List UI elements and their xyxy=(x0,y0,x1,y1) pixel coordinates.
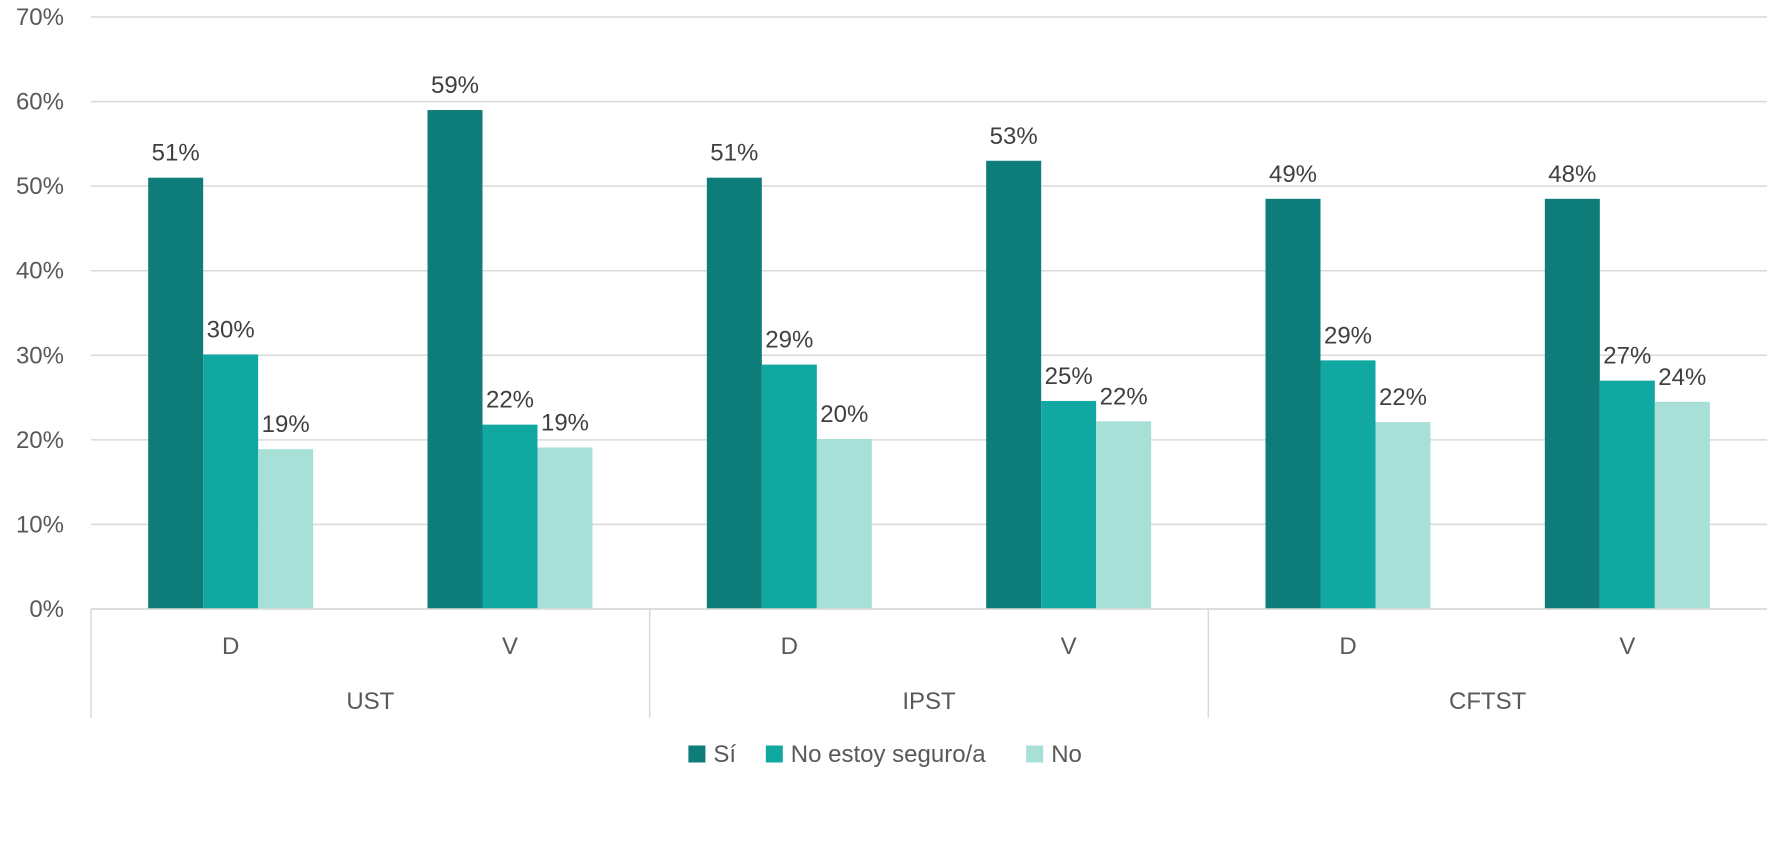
y-tick-label: 0% xyxy=(29,596,64,623)
data-label: 29% xyxy=(765,327,813,354)
data-label: 53% xyxy=(990,123,1038,150)
x-subcategory-label: D xyxy=(1339,633,1356,660)
x-group-label: CFTST xyxy=(1449,688,1527,715)
x-axis: D V UST D V IPST D V CFTST xyxy=(90,608,1767,718)
legend-label-no-estoy-seguro-a: No estoy seguro/a xyxy=(791,741,986,768)
x-group-label: UST xyxy=(346,688,394,715)
bar-no-ust-d xyxy=(258,449,314,609)
legend-swatch-s xyxy=(688,745,706,763)
data-label: 19% xyxy=(541,409,589,436)
bar-s--ust-d xyxy=(148,177,204,609)
x-group-label: IPST xyxy=(902,688,956,715)
y-tick-label: 40% xyxy=(16,258,64,285)
y-tick-label: 20% xyxy=(16,427,64,454)
data-label: 19% xyxy=(262,411,310,438)
bar-s--cftst-d xyxy=(1265,198,1321,610)
x-subcategory-label: V xyxy=(1619,633,1635,660)
x-subcategory-label: D xyxy=(222,633,239,660)
data-label: 49% xyxy=(1269,161,1317,188)
legend-label-no: No xyxy=(1051,741,1082,768)
data-label: 59% xyxy=(431,72,479,99)
data-label: 25% xyxy=(1045,363,1093,390)
bar-no-estoy-seguro-a-ipst-v xyxy=(1041,400,1097,609)
bar-no-ipst-d xyxy=(816,439,872,609)
data-label: 48% xyxy=(1548,161,1596,188)
bar-no-estoy-seguro-a-cftst-d xyxy=(1320,360,1376,609)
legend-label-s: Sí xyxy=(713,741,736,768)
bar-s--cftst-v xyxy=(1544,198,1600,610)
data-label: 22% xyxy=(1379,384,1427,411)
bar-no-estoy-seguro-a-cftst-v xyxy=(1599,380,1655,609)
data-label: 27% xyxy=(1603,343,1651,370)
bar-s--ipst-v xyxy=(986,160,1042,609)
data-label: 22% xyxy=(486,387,534,414)
x-subcategory-label: V xyxy=(502,633,518,660)
y-tick-label: 10% xyxy=(16,511,64,538)
bar-no-estoy-seguro-a-ipst-d xyxy=(761,364,817,609)
legend-swatch-no xyxy=(1026,745,1044,763)
y-tick-label: 30% xyxy=(16,342,64,369)
bar-no-estoy-seguro-a-ust-d xyxy=(203,354,259,609)
y-tick-label: 70% xyxy=(16,4,64,31)
data-labels: 51% 30% 19% 59% 22% 19% 51% 29% 20% 53% 25% 22% 49% 2… xyxy=(152,72,1707,438)
bar-no-ust-v xyxy=(537,447,593,609)
x-subcategory-label: V xyxy=(1061,633,1077,660)
grid-lines xyxy=(91,16,1767,610)
data-label: 51% xyxy=(710,140,758,167)
bar-s--ipst-d xyxy=(706,177,762,609)
bar-no-cftst-d xyxy=(1375,422,1431,609)
data-label: 22% xyxy=(1100,383,1148,410)
bar-no-estoy-seguro-a-ust-v xyxy=(482,424,538,609)
legend: Sí No estoy seguro/a No xyxy=(688,741,1082,768)
bar-s--ust-v xyxy=(427,110,483,610)
bars xyxy=(148,110,1710,610)
legend-swatch-no-estoy-seguro-a xyxy=(765,745,783,763)
y-tick-label: 60% xyxy=(16,89,64,116)
bar-no-cftst-v xyxy=(1654,401,1710,609)
data-label: 29% xyxy=(1324,322,1372,349)
data-label: 30% xyxy=(207,316,255,343)
data-label: 24% xyxy=(1658,364,1706,391)
x-subcategory-label: D xyxy=(781,633,798,660)
data-label: 51% xyxy=(152,140,200,167)
y-axis-ticks: 0% 10% 20% 30% 40% 50% 60% 70% xyxy=(16,4,64,623)
data-label: 20% xyxy=(820,401,868,428)
y-tick-label: 50% xyxy=(16,173,64,200)
bar-no-ipst-v xyxy=(1096,421,1152,609)
